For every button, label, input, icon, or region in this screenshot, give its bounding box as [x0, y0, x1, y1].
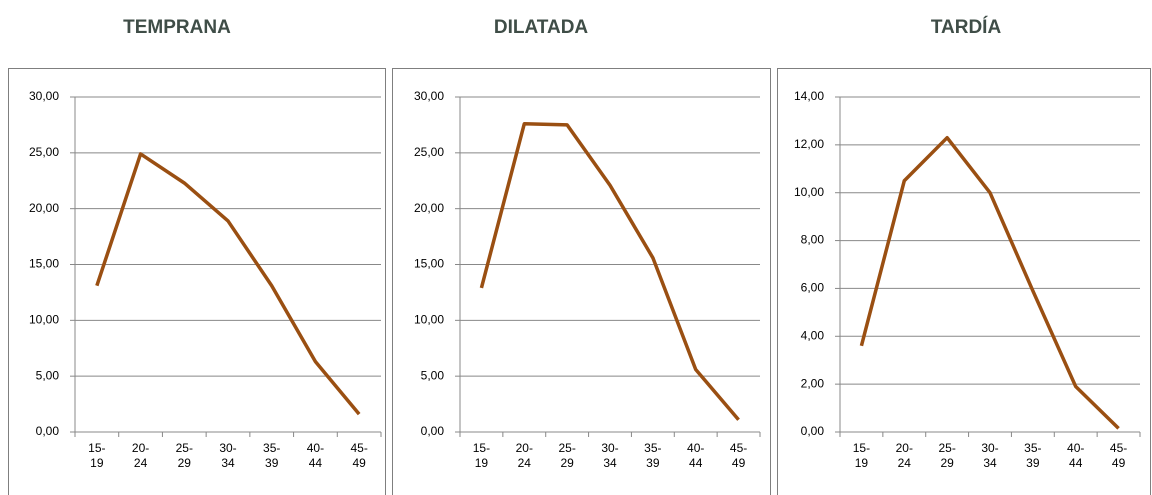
x-tick-label: 40-44 [307, 441, 324, 470]
y-tick-label: 5,00 [36, 368, 60, 382]
panel-border [777, 68, 1151, 495]
x-tick-label: 15-19 [853, 441, 870, 470]
x-tick-label: 45-49 [1110, 441, 1127, 470]
y-tick-label: 8,00 [801, 233, 825, 247]
y-tick-label: 14,00 [794, 89, 824, 103]
y-tick-label: 5,00 [421, 368, 445, 382]
y-tick-label: 20,00 [414, 201, 444, 215]
y-tick-label: 0,00 [801, 424, 825, 438]
x-tick-label: 40-44 [1067, 441, 1084, 470]
x-tick-label: 25-29 [558, 441, 575, 470]
x-tick-label: 30-34 [219, 441, 236, 470]
x-tick-label: 25-29 [938, 441, 955, 470]
y-tick-label: 10,00 [794, 185, 824, 199]
x-tick-label: 20-24 [132, 441, 149, 470]
y-tick-label: 30,00 [29, 89, 59, 103]
data-line [859, 135, 1120, 430]
x-tick-label: 25-29 [176, 441, 193, 470]
y-tick-label: 2,00 [801, 376, 825, 390]
x-tick-label: 15-19 [473, 441, 490, 470]
x-tick-label: 35-39 [644, 441, 661, 470]
x-tick-label: 15-19 [88, 441, 105, 470]
panel-border [8, 68, 386, 495]
y-tick-label: 12,00 [794, 137, 824, 151]
y-tick-label: 10,00 [29, 313, 59, 327]
y-tick-label: 0,00 [36, 424, 60, 438]
panel-border [392, 68, 771, 495]
y-tick-label: 30,00 [414, 89, 444, 103]
x-tick-label: 45-49 [730, 441, 747, 470]
y-tick-label: 25,00 [414, 145, 444, 159]
y-tick-label: 20,00 [29, 201, 59, 215]
y-tick-label: 25,00 [29, 145, 59, 159]
x-tick-label: 35-39 [263, 441, 280, 470]
x-tick-label: 30-34 [601, 441, 618, 470]
x-tick-label: 45-49 [350, 441, 367, 470]
y-tick-label: 15,00 [414, 257, 444, 271]
chart-title: DILATADA [494, 17, 589, 38]
chart-title: TEMPRANA [123, 17, 231, 38]
data-line [95, 152, 361, 416]
chart-title: TARDÍA [931, 16, 1002, 38]
y-tick-label: 15,00 [29, 257, 59, 271]
y-tick-label: 10,00 [414, 313, 444, 327]
x-tick-label: 30-34 [981, 441, 998, 470]
y-tick-label: 0,00 [421, 424, 445, 438]
x-tick-label: 35-39 [1024, 441, 1041, 470]
y-tick-label: 6,00 [801, 281, 825, 295]
data-line [479, 122, 740, 421]
x-tick-label: 20-24 [896, 441, 913, 470]
y-tick-label: 4,00 [801, 328, 825, 342]
x-tick-label: 20-24 [516, 441, 533, 470]
x-tick-label: 40-44 [687, 441, 704, 470]
